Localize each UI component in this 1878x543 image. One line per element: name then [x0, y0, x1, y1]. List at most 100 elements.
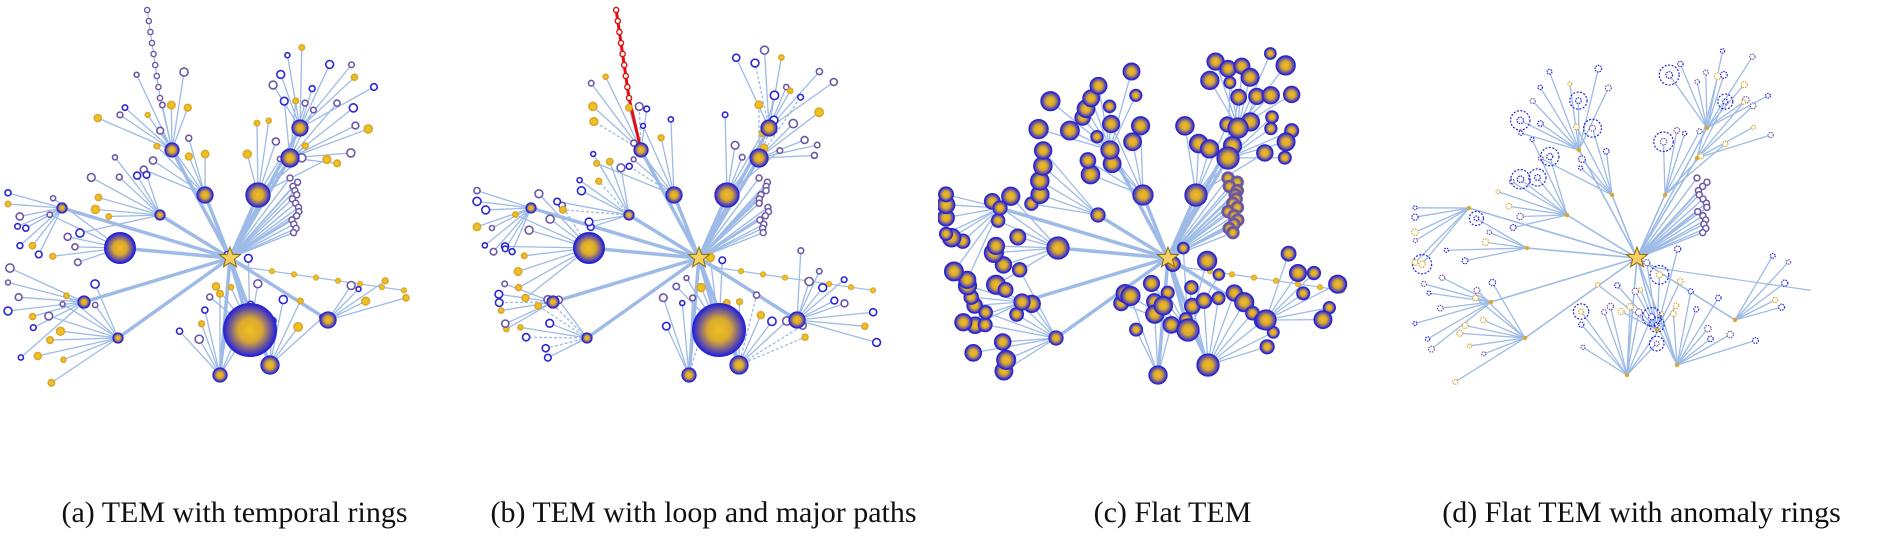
- leaf-node: [761, 212, 770, 220]
- leaf-node: [815, 67, 824, 76]
- leaf-node: [1427, 345, 1436, 353]
- leaf-node: [1122, 62, 1141, 81]
- leaf-node: [1420, 280, 1427, 288]
- leaf-node: [1412, 205, 1418, 211]
- leaf-node: [153, 142, 161, 150]
- leaf-node: [755, 174, 763, 182]
- leaf-node: [1028, 118, 1049, 140]
- leaf-node: [309, 106, 318, 114]
- leaf-node: [796, 93, 805, 101]
- leaf-node: [750, 58, 760, 68]
- hub-node: [280, 148, 300, 168]
- anomaly-ring: [1653, 131, 1674, 153]
- panel-b: (b) TEM with loop and major paths: [469, 0, 938, 543]
- leaf-node: [735, 298, 744, 306]
- chain-node: [156, 94, 164, 102]
- leaf-node: [840, 299, 849, 308]
- hub-node: [581, 332, 593, 344]
- hub-node: [681, 367, 697, 383]
- leaf-node: [593, 159, 601, 167]
- leaf-node: [205, 293, 214, 301]
- leaf-node: [625, 162, 634, 171]
- chain-node: [624, 83, 631, 91]
- leaf-node: [1537, 84, 1544, 91]
- leaf-node: [1411, 213, 1419, 221]
- leaf-node: [322, 154, 332, 165]
- leaf-node: [1212, 268, 1226, 281]
- leaf-node: [800, 135, 809, 145]
- leaf-node: [1120, 285, 1141, 307]
- leaf-node: [1079, 152, 1097, 169]
- leaf-node: [1461, 321, 1469, 330]
- leaf-node: [1033, 141, 1053, 160]
- leaf-node: [762, 186, 770, 195]
- leaf-node: [1677, 60, 1684, 68]
- leaf-node: [1250, 274, 1258, 281]
- star-icon: [687, 245, 711, 269]
- hub-node: [623, 209, 635, 221]
- leaf-node: [1418, 260, 1426, 268]
- leaf-node: [472, 196, 482, 207]
- leaf-node: [1130, 116, 1151, 136]
- leaf-node: [1481, 351, 1487, 357]
- leaf-node: [1436, 304, 1444, 312]
- leaf-node: [298, 44, 306, 52]
- leaf-node: [990, 213, 1006, 228]
- leaf-node: [738, 153, 746, 161]
- leaf-node: [1693, 306, 1700, 313]
- chain-node: [625, 94, 633, 102]
- hub-node: [1732, 317, 1738, 323]
- leaf-node: [158, 101, 166, 109]
- leaf-node: [1670, 310, 1677, 318]
- hub-node: [1674, 362, 1680, 368]
- leaf-node: [1129, 88, 1143, 102]
- leaf-node: [543, 353, 552, 362]
- leaf-node: [1577, 165, 1584, 171]
- leaf-node: [472, 222, 482, 232]
- hub-node: [665, 186, 683, 204]
- leaf-node: [541, 343, 551, 353]
- leaf-node: [630, 139, 638, 147]
- caption-b: (b) TEM with loop and major paths: [490, 496, 917, 529]
- leaf-node: [830, 296, 839, 305]
- leaf-node: [312, 274, 320, 281]
- leaf-node: [938, 186, 954, 203]
- leaf-node: [1740, 99, 1747, 105]
- leaf-node: [4, 279, 12, 286]
- leaf-node: [1411, 228, 1419, 237]
- leaf-node: [55, 326, 66, 336]
- hub-node: [1132, 184, 1154, 206]
- leaf-node: [1546, 68, 1553, 75]
- leaf-node: [1282, 85, 1301, 104]
- leaf-node: [1578, 321, 1585, 328]
- leaf-node: [480, 205, 491, 215]
- hub-node: [573, 232, 605, 264]
- leaf-node: [1123, 132, 1142, 152]
- leaf-node: [978, 305, 993, 320]
- leaf-node: [115, 173, 124, 181]
- leaf-node: [1226, 225, 1240, 240]
- leaf-node: [60, 356, 67, 364]
- leaf-node: [1488, 278, 1497, 287]
- leaf-node: [17, 354, 25, 361]
- leaf-node: [1129, 322, 1144, 337]
- leaf-node: [1655, 271, 1664, 279]
- nodes: [1411, 48, 1792, 385]
- leaf-node: [553, 197, 562, 206]
- chain-node: [143, 6, 151, 14]
- leaf-node: [776, 146, 784, 155]
- leaf-node: [605, 157, 614, 166]
- leaf-node: [3, 306, 13, 316]
- chain-node: [620, 61, 628, 69]
- panel-d: (d) Flat TEM with anomaly rings: [1407, 0, 1876, 543]
- leaf-node: [1261, 86, 1280, 105]
- leaf-node: [279, 96, 289, 106]
- leaf-node: [301, 142, 309, 150]
- leaf-node: [333, 159, 342, 168]
- leaf-node: [1011, 262, 1028, 278]
- leaf-node: [1230, 88, 1248, 106]
- leaf-node: [1256, 144, 1274, 162]
- leaf-node: [1777, 303, 1786, 311]
- leaf-node: [997, 281, 1014, 298]
- leaf-node: [49, 194, 57, 202]
